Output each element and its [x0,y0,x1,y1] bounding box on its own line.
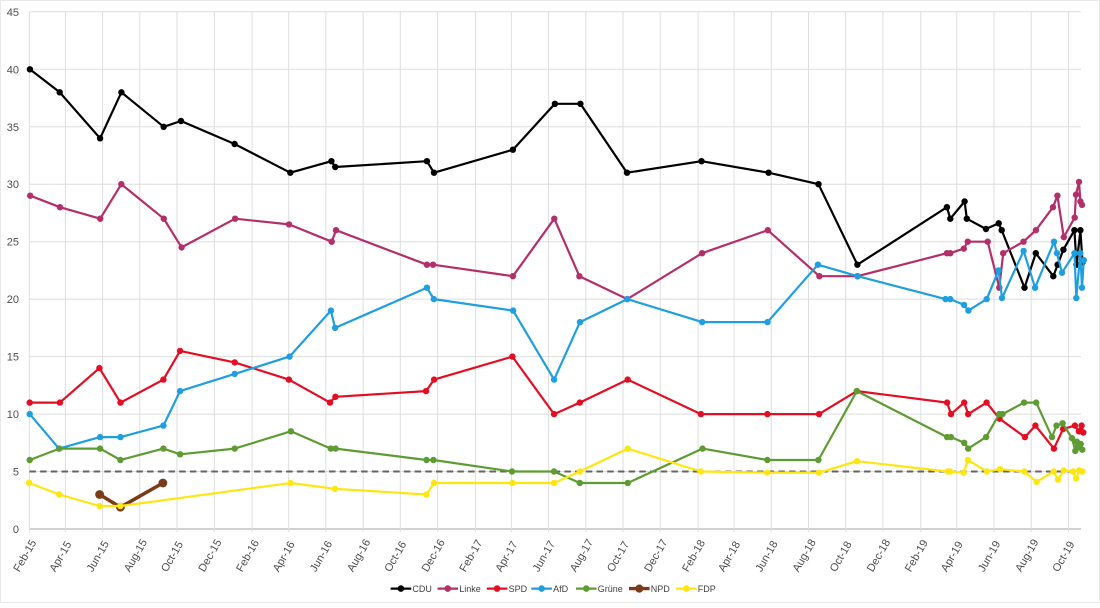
svg-text:FDP: FDP [698,584,716,594]
svg-text:5: 5 [13,467,19,479]
svg-text:45: 45 [7,7,19,19]
svg-text:10: 10 [7,409,19,421]
svg-text:Grüne: Grüne [598,584,623,594]
svg-text:15: 15 [7,352,19,364]
svg-text:Linke: Linke [459,584,481,594]
svg-text:AfD: AfD [553,584,569,594]
svg-text:40: 40 [7,64,19,76]
svg-text:CDU: CDU [412,584,432,594]
svg-text:20: 20 [7,294,19,306]
svg-text:NPD: NPD [651,584,671,594]
svg-text:25: 25 [7,237,19,249]
svg-text:30: 30 [7,179,19,191]
svg-text:SPD: SPD [509,584,528,594]
svg-text:35: 35 [7,122,19,134]
svg-text:0: 0 [13,524,19,536]
